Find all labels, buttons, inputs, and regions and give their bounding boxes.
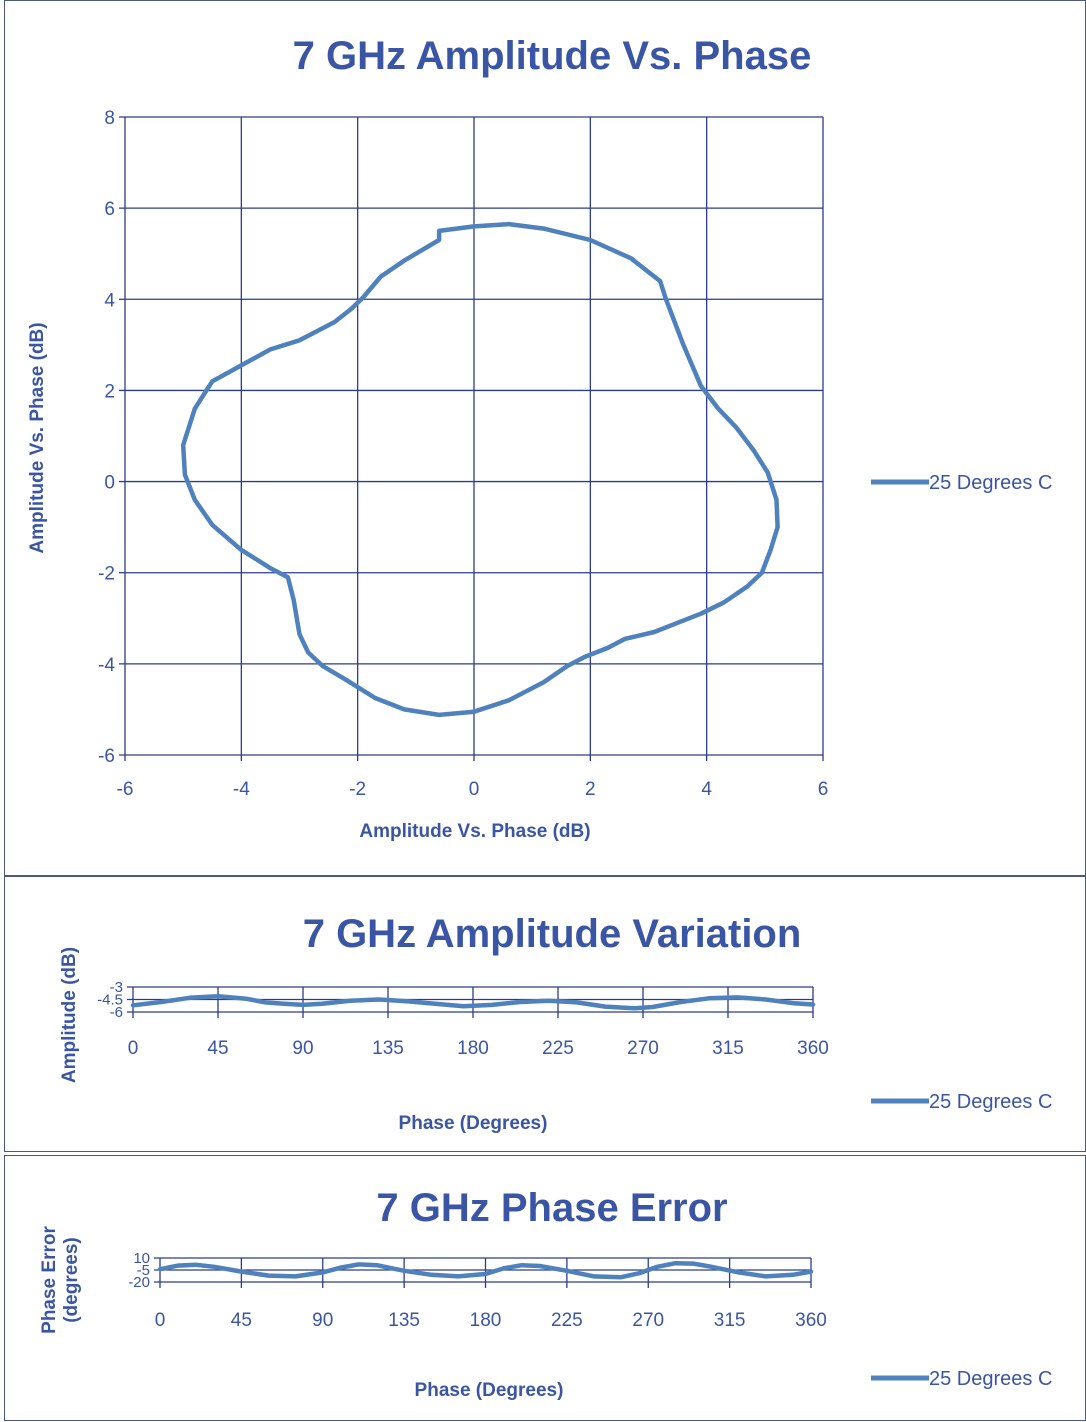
series-line-25-degrees-c <box>183 224 777 715</box>
chart-panel-phase-error: 7 GHz Phase Error 0 45 90 135 180 225 270 315 36… <box>4 1155 1086 1421</box>
chart-panel-amplitude-vs-phase: 7 GHz Amplitude Vs. Phase -6 -4 -2 0 2 4 6 -6 -4… <box>4 0 1086 876</box>
x-axis-title: Phase (Degrees) <box>415 1380 564 1401</box>
x-tick-label: 4 <box>701 779 712 800</box>
legend-label: 25 Degrees C <box>929 1368 1052 1390</box>
x-tick-label: 270 <box>627 1038 659 1059</box>
y-tick-label: -4 <box>98 655 115 676</box>
chart-title: 7 GHz Amplitude Vs. Phase <box>293 34 812 78</box>
x-tick-label: 225 <box>551 1310 583 1331</box>
y-tick-label: -2 <box>98 564 115 585</box>
x-tick-label: 45 <box>207 1038 228 1059</box>
y-tick-label: 4 <box>104 290 115 311</box>
chart-title: 7 GHz Amplitude Variation <box>303 912 802 956</box>
x-axis-title: Phase (Degrees) <box>399 1113 548 1134</box>
legend-label: 25 Degrees C <box>929 472 1052 494</box>
x-tick-label: 0 <box>469 779 480 800</box>
x-tick-label: 2 <box>585 779 596 800</box>
x-tick-label: 0 <box>155 1310 166 1331</box>
x-tick-label: -6 <box>117 779 134 800</box>
x-tick-label: 135 <box>388 1310 420 1331</box>
y-tick-label: -6 <box>98 746 115 767</box>
x-tick-label: 90 <box>312 1310 333 1331</box>
y-tick-label: -3 <box>110 979 123 996</box>
x-tick-label: 315 <box>712 1038 744 1059</box>
x-tick-label: 180 <box>470 1310 502 1331</box>
y-axis-title: Amplitude (dB) <box>59 947 80 1083</box>
x-tick-label: 6 <box>818 779 829 800</box>
x-tick-label: 360 <box>797 1038 829 1059</box>
x-tick-label: 90 <box>292 1038 313 1059</box>
x-tick-label: 225 <box>542 1038 574 1059</box>
y-tick-label: 10 <box>133 1250 150 1267</box>
y-tick-label: 6 <box>104 199 115 220</box>
legend-label: 25 Degrees C <box>929 1091 1052 1113</box>
chart-amplitude-variation: 7 GHz Amplitude Variation 0 45 90 135 180 225… <box>5 877 1086 1153</box>
x-tick-label: -4 <box>233 779 250 800</box>
y-tick-label: 8 <box>104 108 115 129</box>
y-tick-label: 2 <box>104 381 115 402</box>
x-tick-label: 360 <box>795 1310 827 1331</box>
x-axis-title: Amplitude Vs. Phase (dB) <box>359 821 590 842</box>
x-tick-label: 270 <box>632 1310 664 1331</box>
x-tick-label: -2 <box>349 779 366 800</box>
chart-phase-error: 7 GHz Phase Error 0 45 90 135 180 225 270 315 36… <box>5 1156 1086 1422</box>
chart-panel-amplitude-variation: 7 GHz Amplitude Variation 0 45 90 135 180 225… <box>4 876 1086 1152</box>
y-axis-title-line-1: Phase Error <box>39 1226 60 1334</box>
x-tick-label: 180 <box>457 1038 489 1059</box>
y-axis-title: Amplitude Vs. Phase (dB) <box>27 322 48 553</box>
y-tick-label: 0 <box>104 473 115 494</box>
x-tick-label: 135 <box>372 1038 404 1059</box>
x-tick-label: 0 <box>128 1038 139 1059</box>
chart-amplitude-vs-phase: 7 GHz Amplitude Vs. Phase -6 -4 -2 0 2 4 6 -6 -4… <box>5 1 1086 877</box>
y-axis-title-line-2: (degrees) <box>61 1237 82 1323</box>
chart-title: 7 GHz Phase Error <box>376 1186 727 1230</box>
x-tick-label: 315 <box>714 1310 746 1331</box>
x-tick-label: 45 <box>231 1310 252 1331</box>
